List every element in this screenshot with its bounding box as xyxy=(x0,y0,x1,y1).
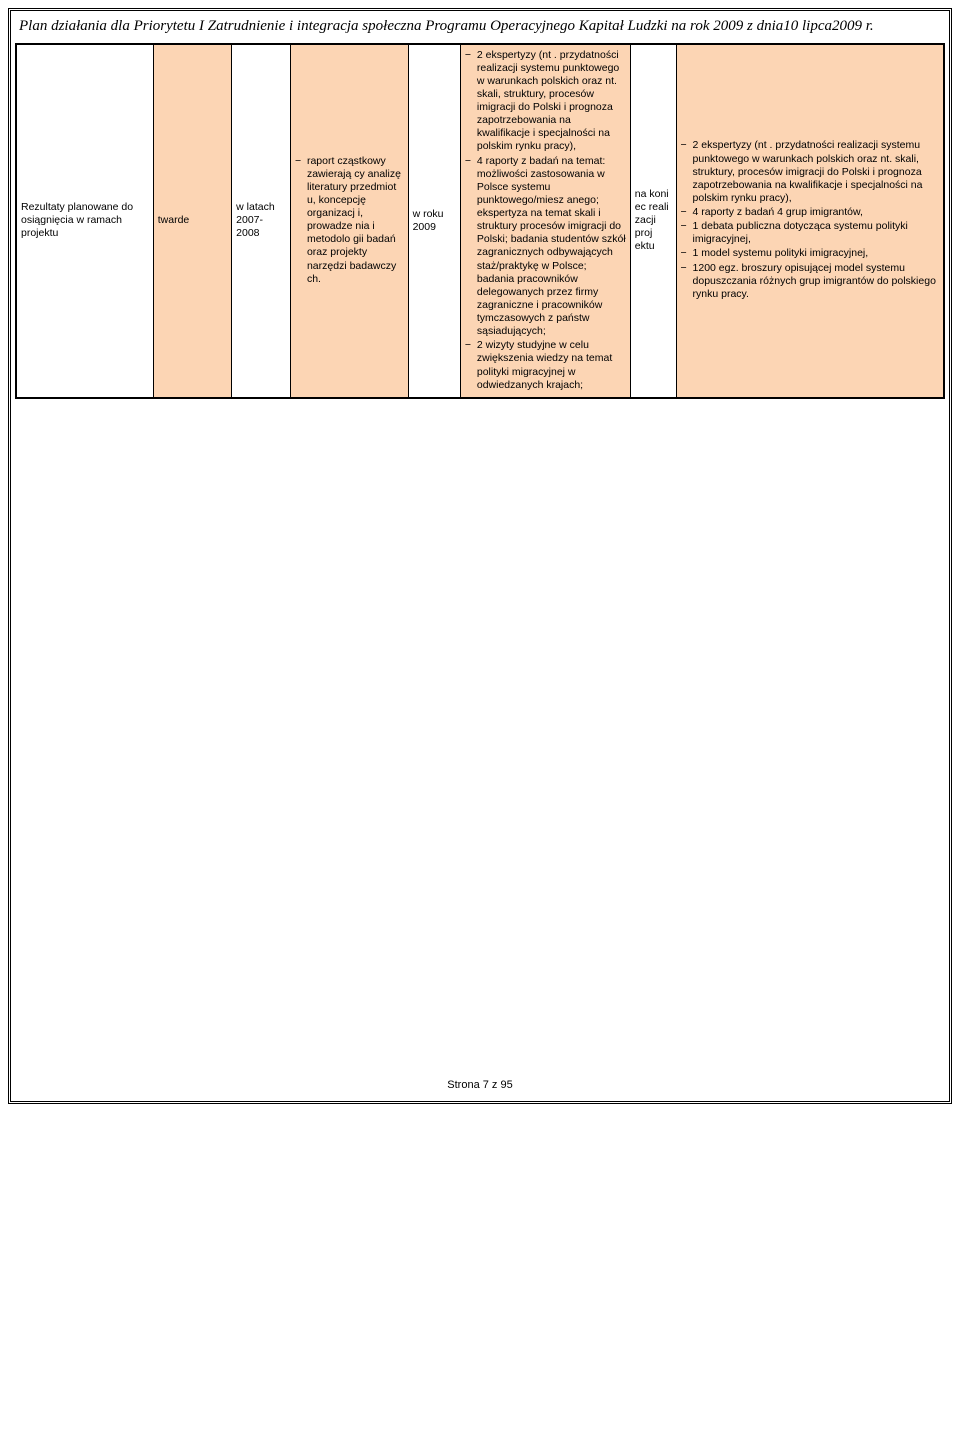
list-item: 2 wizyty studyjne w celu zwiększenia wie… xyxy=(465,339,626,392)
col4-list: raport cząstkowy zawierają cy analizę li… xyxy=(295,155,404,286)
list-item: raport cząstkowy zawierają cy analizę li… xyxy=(295,155,404,286)
col6-list: 2 ekspertyzy (nt . przydatności realizac… xyxy=(465,49,626,392)
cell-col8: 2 ekspertyzy (nt . przydatności realizac… xyxy=(676,44,944,398)
cell-col1: Rezultaty planowane do osiągnięcia w ram… xyxy=(16,44,153,398)
results-table: Rezultaty planowane do osiągnięcia w ram… xyxy=(15,43,945,399)
list-item: 2 ekspertyzy (nt . przydatności realizac… xyxy=(465,49,626,154)
cell-col2: twarde xyxy=(153,44,231,398)
col8-list: 2 ekspertyzy (nt . przydatności realizac… xyxy=(681,139,939,301)
page-outer-border: Plan działania dla Priorytetu I Zatrudni… xyxy=(8,8,952,1104)
list-item: 1 model systemu polityki imigracyjnej, xyxy=(681,247,939,260)
list-item: 4 raporty z badań 4 grup imigrantów, xyxy=(681,206,939,219)
cell-col5: w roku 2009 xyxy=(408,44,460,398)
cell-col3: w latach 2007-2008 xyxy=(232,44,291,398)
cell-col4: raport cząstkowy zawierają cy analizę li… xyxy=(290,44,408,398)
list-item: 2 ekspertyzy (nt . przydatności realizac… xyxy=(681,139,939,205)
list-item: 1200 egz. broszury opisującej model syst… xyxy=(681,262,939,301)
page-footer: Strona 7 z 95 xyxy=(15,399,945,1097)
table-row: Rezultaty planowane do osiągnięcia w ram… xyxy=(16,44,944,398)
list-item: 4 raporty z badań na temat: możliwości z… xyxy=(465,155,626,339)
list-item: 1 debata publiczna dotycząca systemu pol… xyxy=(681,220,939,246)
cell-col6: 2 ekspertyzy (nt . przydatności realizac… xyxy=(460,44,630,398)
cell-col7: na koni ec reali zacji proj ektu xyxy=(630,44,676,398)
page-title: Plan działania dla Priorytetu I Zatrudni… xyxy=(15,15,945,43)
